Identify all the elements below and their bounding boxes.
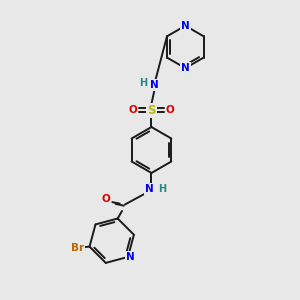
Text: H: H	[139, 78, 147, 88]
Text: H: H	[159, 184, 167, 194]
Text: O: O	[165, 105, 174, 115]
Text: N: N	[181, 21, 190, 31]
Text: N: N	[181, 63, 190, 73]
Text: N: N	[126, 252, 135, 262]
Text: O: O	[101, 194, 110, 204]
Text: S: S	[147, 104, 156, 117]
Text: Br: Br	[70, 243, 84, 253]
Text: N: N	[145, 184, 154, 194]
Text: N: N	[150, 80, 159, 90]
Text: O: O	[129, 105, 138, 115]
